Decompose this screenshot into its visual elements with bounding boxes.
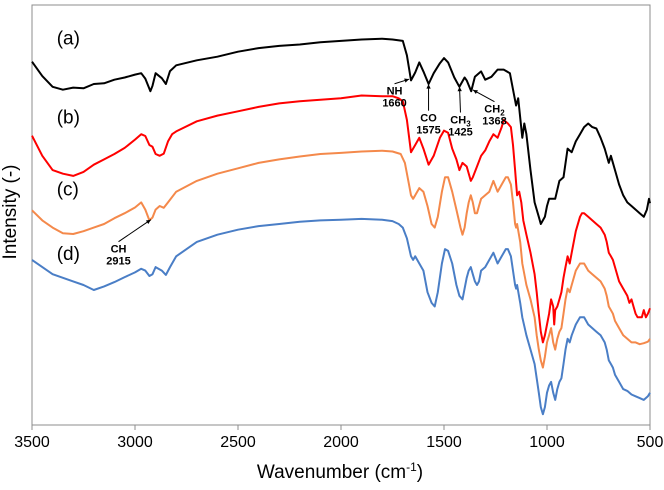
x-axis-ticks: 3500 3000 2500 2000 1500 1000 500 [14, 425, 663, 451]
x-axis-label: Wavenumber (cm-1) [257, 460, 423, 483]
annotation-arrowhead [457, 86, 462, 92]
annotation-label: CH2 [484, 104, 505, 118]
x-tick-label: 500 [637, 434, 664, 451]
annotation-arrowhead [404, 78, 410, 83]
series-tag-b: (b) [57, 107, 80, 128]
x-tick-label: 1500 [426, 434, 462, 451]
x-tick-label: 2500 [220, 434, 256, 451]
x-tick-label: 3500 [14, 434, 50, 451]
annotation-label: CH [111, 244, 127, 256]
series-tag-a: (a) [57, 28, 80, 49]
series-tag-c: (c) [57, 179, 79, 200]
x-tick-label: 1000 [529, 434, 565, 451]
annotation-label: CO [420, 113, 437, 125]
annotation-arrowhead [145, 219, 151, 225]
plot-area [31, 4, 651, 426]
series-tag-d: (d) [57, 244, 80, 265]
annotation-value: 1575 [416, 125, 440, 137]
annotation-value: 1660 [382, 98, 406, 110]
plot-border [31, 4, 651, 426]
annotation-value: 1425 [448, 126, 472, 138]
annotation-value: 2915 [106, 256, 130, 268]
series-line-c [31, 149, 651, 369]
x-tick-label: 2000 [323, 434, 359, 451]
y-axis-label: Intensity (-) [0, 164, 21, 259]
series-line-a [31, 37, 651, 225]
annotation-arrowhead [472, 89, 478, 95]
series-tags: (a) (b) (c) (d) [57, 28, 80, 264]
annotation-value: 1368 [482, 116, 506, 128]
series-line-d [31, 217, 651, 416]
series-line-b [31, 94, 651, 344]
annotation-arrow [118, 219, 152, 243]
annotation-arrowhead [426, 84, 431, 89]
series-layer [31, 37, 651, 416]
annotation-label: NH [387, 86, 403, 98]
annotation-label: CH3 [450, 114, 471, 128]
x-tick-label: 3000 [117, 434, 153, 451]
